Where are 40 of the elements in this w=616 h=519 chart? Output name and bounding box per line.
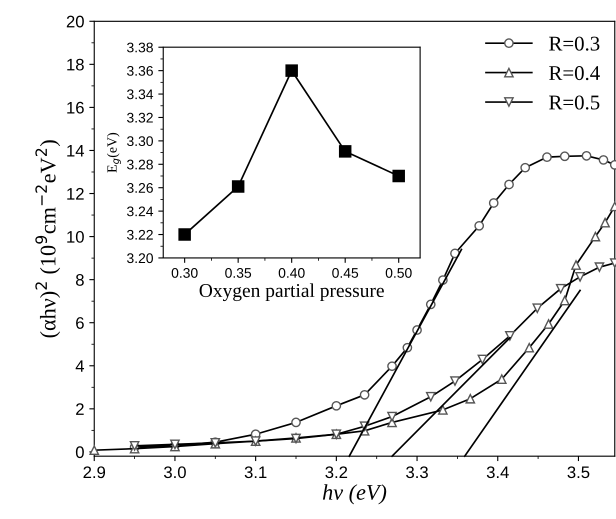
y-tick-label: 3.28 — [127, 160, 153, 170]
y-tick-label: 10 — [67, 230, 84, 243]
x-axis-title: hν (eV) — [322, 484, 386, 504]
y-tick-label: 3.38 — [127, 42, 153, 52]
y-tick-label: 3.30 — [127, 136, 153, 146]
y-tick-label: 3.32 — [127, 112, 153, 123]
y-tick-label: 14 — [67, 145, 84, 157]
y-tick-label: 6 — [76, 317, 84, 329]
y-tick-label: 3.36 — [127, 66, 153, 76]
y-tick-label: 20 — [66, 16, 84, 28]
legend-label: R=0.5 — [549, 95, 600, 110]
x-tick-label: 3.2 — [325, 466, 348, 478]
x-tick-label: 0.35 — [225, 268, 252, 278]
x-tick-label: 3.4 — [486, 466, 509, 478]
y-tick-label: 0 — [76, 446, 84, 458]
x-tick-label: 0.30 — [172, 268, 198, 278]
text: (αhν)$^{2}$ (10$^{9}$cm$^{−2}$eV$^{2}$) — [35, 140, 60, 338]
legend-label: R=0.4 — [549, 66, 600, 80]
x-tick-label: 0.50 — [386, 268, 412, 278]
y-tick-label: 8 — [76, 274, 84, 286]
y-tick-label: 3.20 — [127, 253, 153, 264]
y-axis-title: E$_{g}$(eV) — [106, 132, 121, 173]
y-tick-label: 3.22 — [127, 230, 153, 240]
x-tick-label: 2.9 — [84, 466, 106, 478]
legend-label: R=0.3 — [549, 36, 600, 51]
y-tick-label: 12 — [67, 188, 84, 200]
y-tick-label: 4 — [76, 360, 84, 372]
x-tick-label: 3.0 — [164, 466, 186, 478]
y-tick-label: 16 — [67, 102, 84, 114]
x-tick-label: 3.5 — [568, 466, 590, 478]
x-tick-label: 0.40 — [278, 268, 305, 278]
x-axis-title: Oxygen partial pressure — [200, 283, 384, 302]
y-tick-label: 2 — [76, 403, 84, 415]
y-tick-label: 3.34 — [127, 89, 154, 100]
y-tick-label: 3.26 — [127, 183, 153, 193]
x-tick-label: 3.3 — [406, 466, 428, 478]
x-tick-label: 3.1 — [244, 466, 266, 478]
y-tick-label: 3.24 — [127, 206, 154, 216]
x-tick-label: 0.45 — [332, 268, 358, 278]
y-tick-label: 18 — [67, 58, 84, 71]
